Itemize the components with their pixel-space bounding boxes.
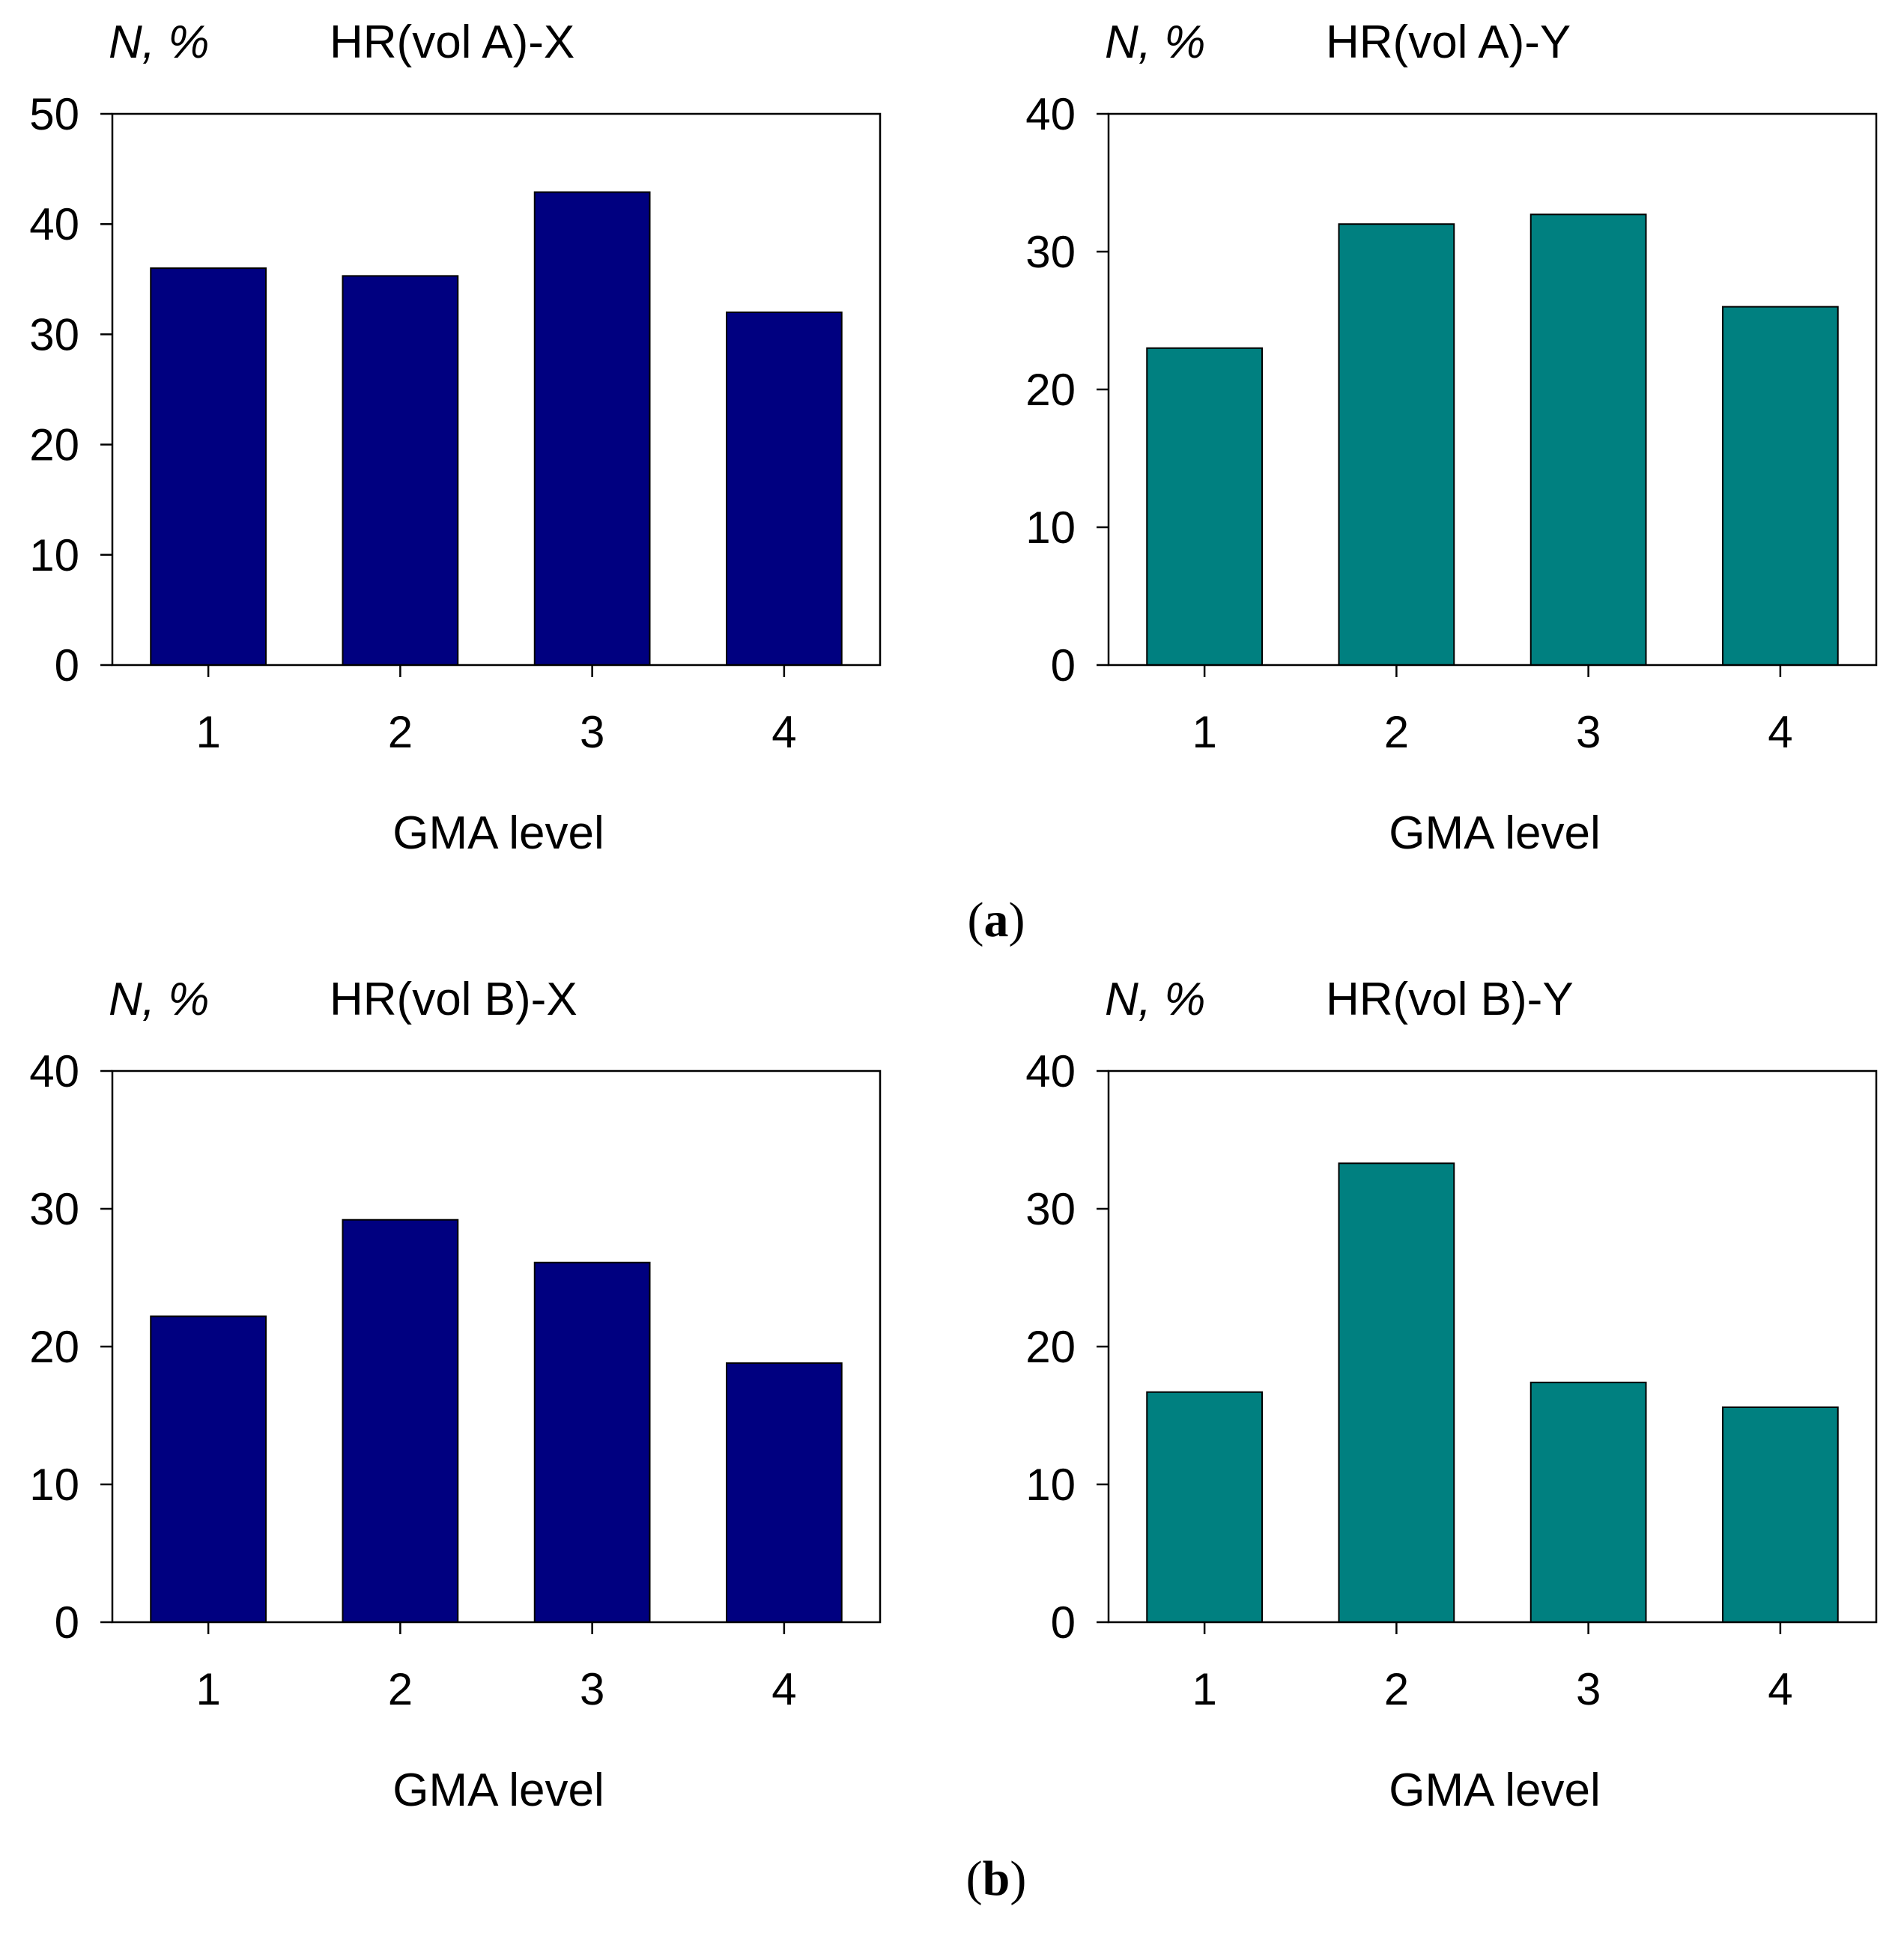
y-tick-label: 30 [29, 309, 79, 359]
y-tick-label: 10 [29, 530, 79, 580]
x-axis-title: GMA level [1389, 1764, 1601, 1816]
x-tick-label: 3 [1576, 1664, 1601, 1714]
x-tick-label: 4 [771, 1664, 796, 1714]
x-tick-label: 3 [580, 707, 604, 757]
y-tick-label: 30 [1025, 1184, 1076, 1234]
y-tick-label: 50 [29, 89, 79, 139]
y-tick-label: 40 [29, 199, 79, 249]
y-tick-label: 0 [1051, 1597, 1076, 1648]
x-tick-label: 4 [771, 707, 796, 757]
y-tick-label: 10 [1025, 1460, 1076, 1510]
bar-2 [342, 1219, 459, 1623]
x-tick-label: 1 [1192, 1664, 1216, 1714]
bar-1 [150, 1315, 267, 1624]
chart-hr-vol-a-y: 0 10 20 30 40 1 2 3 4 GMA level N, % HR(vol A)-Y [1025, 16, 1878, 859]
x-tick-label: 2 [1384, 707, 1409, 757]
y-tick-label: 30 [29, 1184, 79, 1234]
bar-4 [726, 1362, 843, 1623]
x-axis-title: GMA level [392, 1764, 604, 1816]
y-tick-label: 0 [1051, 640, 1076, 691]
x-tick-label: 4 [1768, 1664, 1792, 1714]
bar-2 [1338, 1162, 1455, 1623]
x-tick-label: 1 [195, 707, 220, 757]
x-tick-label: 2 [388, 1664, 413, 1714]
bar-2 [342, 275, 459, 667]
y-tick-label: 30 [1025, 227, 1076, 277]
y-axis-title: N, % [109, 16, 209, 68]
y-tick-label: 10 [29, 1460, 79, 1510]
chart-title: HR(vol B)-Y [1326, 974, 1574, 1025]
bar-1 [150, 267, 267, 666]
bar-2 [1338, 223, 1455, 666]
x-tick-label: 4 [1768, 707, 1792, 757]
x-tick-label: 1 [195, 1664, 220, 1714]
y-axis-title: N, % [1105, 974, 1205, 1025]
y-axis-title: N, % [109, 974, 209, 1025]
y-tick-label: 40 [1025, 89, 1076, 139]
chart-hr-vol-b-y: 0 10 20 30 40 1 2 3 4 GMA level N, % HR(vol B)-Y [1025, 974, 1878, 1816]
x-axis-title: GMA level [1389, 807, 1601, 859]
chart-title: HR(vol B)-X [330, 974, 577, 1025]
x-axis-title: GMA level [392, 807, 604, 859]
y-tick-label: 20 [1025, 365, 1076, 415]
bar-1 [1146, 1391, 1263, 1623]
bar-4 [1722, 306, 1839, 666]
panel-label-b: (b) [966, 1851, 1027, 1906]
plot-frame [111, 112, 882, 667]
x-tick-label: 2 [1384, 1664, 1409, 1714]
chart-title: HR(vol A)-Y [1326, 16, 1571, 68]
y-tick-label: 0 [55, 640, 79, 691]
y-tick-label: 20 [1025, 1322, 1076, 1372]
y-tick-label: 20 [29, 1322, 79, 1372]
chart-hr-vol-a-x: 0 10 20 30 40 50 1 2 3 4 GMA level N, % HR(vol A)-X [29, 16, 882, 859]
chart-hr-vol-b-x: 0 10 20 30 40 1 2 3 4 GMA level N, % HR(vol B)-X [29, 974, 882, 1816]
y-tick-label: 40 [29, 1046, 79, 1096]
bar-4 [726, 311, 843, 666]
bar-4 [1722, 1406, 1839, 1623]
panel-label-a: (a) [968, 893, 1025, 947]
bar-1 [1146, 347, 1263, 666]
y-tick-label: 10 [1025, 503, 1076, 553]
bar-3 [1529, 1381, 1647, 1623]
x-tick-label: 1 [1192, 707, 1216, 757]
x-tick-label: 3 [580, 1664, 604, 1714]
bar-3 [1529, 213, 1647, 666]
y-axis-title: N, % [1105, 16, 1205, 68]
x-tick-label: 2 [388, 707, 413, 757]
chart-title: HR(vol A)-X [330, 16, 574, 68]
bar-3 [533, 1261, 651, 1623]
y-tick-label: 0 [55, 1597, 79, 1648]
y-tick-label: 40 [1025, 1046, 1076, 1096]
x-tick-label: 3 [1576, 707, 1601, 757]
bar-3 [533, 191, 651, 666]
y-tick-label: 20 [29, 420, 79, 470]
